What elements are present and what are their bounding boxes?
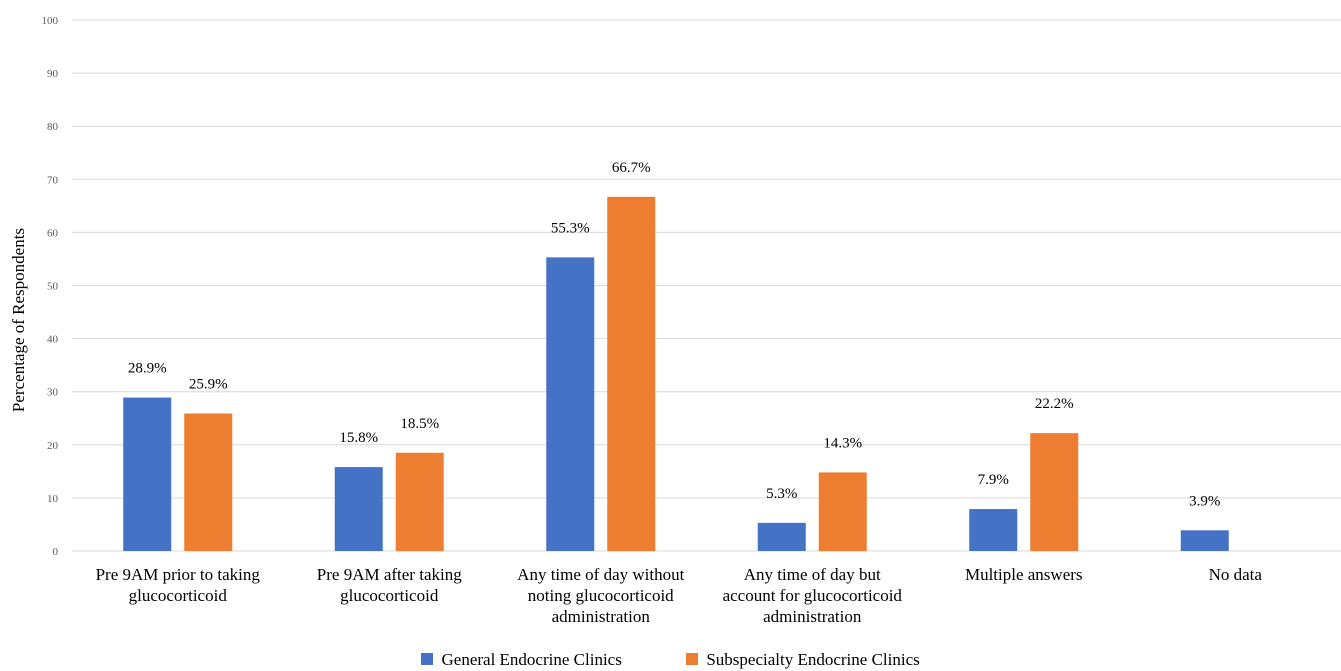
bar xyxy=(818,472,867,551)
y-tick-label: 40 xyxy=(47,334,59,346)
x-tick-label: Any time of day but account for glucocort… xyxy=(723,565,903,626)
bar xyxy=(969,509,1018,551)
y-tick-label: 20 xyxy=(47,440,59,452)
legend-item-general: General Endocrine Clinics xyxy=(421,650,622,670)
gridlines xyxy=(72,19,1341,552)
data-label: 18.5% xyxy=(400,416,439,432)
x-tick-label: Any time of day without noting glucocorti… xyxy=(517,565,684,626)
data-label: 3.9% xyxy=(1189,493,1220,509)
y-tick-label: 50 xyxy=(47,281,59,293)
data-label: 55.3% xyxy=(551,220,590,236)
x-axis-categories: Pre 9AM prior to taking glucocorticoid Pre… xyxy=(96,565,1263,626)
data-labels: 28.9% 25.9% 15.8% 18.5% 55.3% 66.7% 5.3% 14.3% 7… xyxy=(128,160,1221,509)
x-tick-label: No data xyxy=(1209,565,1263,584)
bar xyxy=(184,413,233,551)
legend-label-general: General Endocrine Clinics xyxy=(441,650,622,669)
y-tick-label: 80 xyxy=(47,121,59,133)
data-label: 14.3% xyxy=(823,435,862,451)
bar xyxy=(334,467,383,551)
data-label: 22.2% xyxy=(1035,396,1074,412)
bar xyxy=(1180,530,1229,551)
y-axis-ticks: 0 10 20 30 40 50 60 70 80 90 100 xyxy=(42,15,59,558)
y-tick-label: 100 xyxy=(42,15,59,27)
y-tick-label: 70 xyxy=(47,174,59,186)
y-tick-label: 90 xyxy=(47,68,59,80)
data-label: 25.9% xyxy=(189,376,228,392)
x-tick-label: Pre 9AM after taking glucocorticoid xyxy=(317,565,462,605)
y-axis-label: Percentage of Respondents xyxy=(9,228,28,412)
legend-swatch-general xyxy=(421,653,434,665)
bars xyxy=(123,196,1229,551)
x-tick-label: Multiple answers xyxy=(965,565,1083,584)
y-tick-label: 10 xyxy=(47,493,59,505)
legend-label-subspecialty: Subspecialty Endocrine Clinics xyxy=(706,650,920,669)
bar xyxy=(757,522,806,551)
legend: General Endocrine Clinics Subspecialty E… xyxy=(0,650,1341,670)
y-tick-label: 30 xyxy=(47,387,59,399)
legend-swatch-subspecialty xyxy=(686,653,699,665)
data-label: 28.9% xyxy=(128,361,167,377)
bar xyxy=(607,196,656,551)
data-label: 7.9% xyxy=(978,472,1009,488)
y-tick-label: 60 xyxy=(47,227,59,239)
data-label: 15.8% xyxy=(339,430,378,446)
y-tick-label: 0 xyxy=(53,546,59,558)
bar xyxy=(395,452,444,551)
data-label: 66.7% xyxy=(612,160,651,176)
bar xyxy=(546,257,595,551)
bar xyxy=(123,397,172,551)
legend-item-subspecialty: Subspecialty Endocrine Clinics xyxy=(686,650,920,670)
data-label: 5.3% xyxy=(766,486,797,502)
bar xyxy=(1030,433,1079,551)
x-tick-label: Pre 9AM prior to taking glucocorticoid xyxy=(96,565,261,605)
